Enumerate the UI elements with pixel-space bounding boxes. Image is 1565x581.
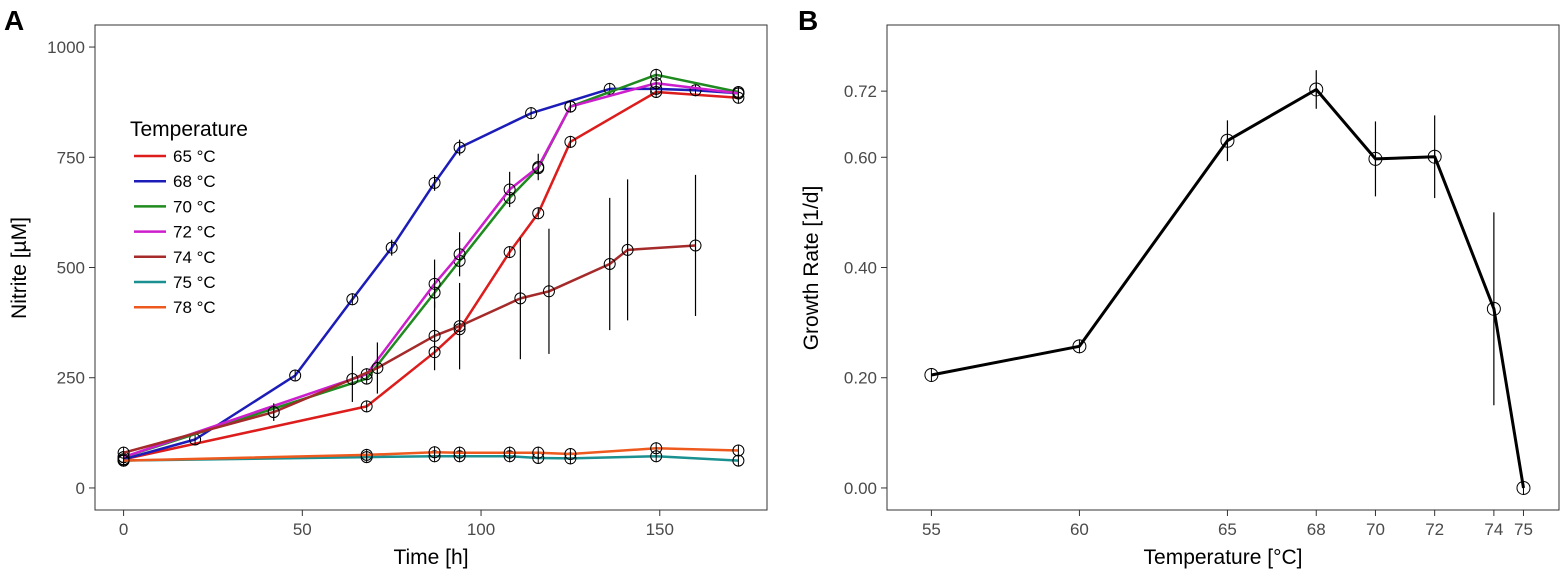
chart-b-x-tick-label: 75 — [1514, 520, 1533, 539]
chart-a-data-point — [503, 446, 516, 459]
chart-a-x-tick-label: 100 — [467, 520, 495, 539]
chart-a-legend-label: 75 °C — [173, 273, 216, 292]
chart-b-plot-frame — [886, 24, 1560, 511]
chart-b-x-tick-label: 65 — [1218, 520, 1237, 539]
chart-a-series-line — [123, 87, 739, 461]
chart-a-data-point — [385, 241, 398, 254]
chart-b-y-tick-label: 0.60 — [844, 148, 877, 167]
chart-a-data-point — [503, 183, 516, 196]
chart-b-data-point — [924, 367, 939, 382]
chart-a-data-point — [532, 446, 545, 459]
chart-a-data-point — [428, 277, 441, 290]
chart-b-x-tick-label: 74 — [1484, 520, 1503, 539]
chart-b-x-tick-label: 55 — [922, 520, 941, 539]
chart-b-data-point — [1072, 339, 1087, 354]
chart-b-series-group — [924, 70, 1531, 495]
chart-b: 0.00 0.20 0.40 0.60 0.72 55 60 65 68 70 72 74 75 Tem… — [800, 24, 1560, 569]
chart-a-series — [117, 68, 745, 467]
chart-a-legend-label: 72 °C — [173, 223, 216, 242]
chart-a-data-point — [542, 285, 555, 298]
chart-a-series-group — [117, 174, 702, 459]
chart-a-data-point — [267, 406, 280, 419]
chart-a-data-point — [453, 141, 466, 154]
chart-a-data-point — [650, 442, 663, 455]
chart-a-y-tick-label: 500 — [57, 259, 85, 278]
chart-a-data-point — [514, 292, 527, 305]
chart-b-data-point — [1486, 301, 1501, 316]
chart-a-data-point — [689, 239, 702, 252]
chart-a-y-tick-label: 750 — [57, 148, 85, 167]
chart-b-x-tick-label: 60 — [1070, 520, 1089, 539]
chart-b-series — [924, 70, 1531, 495]
chart-a-legend-label: 65 °C — [173, 147, 216, 166]
chart-a-plot-frame — [94, 24, 768, 511]
chart-a-data-point — [428, 329, 441, 342]
chart-b-y-axis-title: Growth Rate [1/d] — [800, 186, 823, 351]
chart-b-y-tick-label: 0.00 — [844, 479, 877, 498]
chart-b-y-tick-label: 0.20 — [844, 369, 877, 388]
chart-a-data-point — [371, 362, 384, 375]
chart-a-y-tick-label: 1000 — [47, 38, 85, 57]
chart-b-y-tick-label: 0.72 — [844, 82, 877, 101]
chart-a-series-line — [123, 90, 739, 461]
chart-a-data-point — [428, 176, 441, 189]
chart-b-x-tick-label: 72 — [1425, 520, 1444, 539]
chart-a-y-tick-label: 0 — [76, 479, 85, 498]
chart-a-legend-label: 74 °C — [173, 248, 216, 267]
chart-a: 0 250 500 750 1000 0 50 100 150 Temperature 65 °C… — [8, 24, 768, 569]
chart-a-y-tick-label: 250 — [57, 369, 85, 388]
chart-b-data-point — [1516, 480, 1531, 495]
chart-a-data-point — [732, 87, 745, 100]
chart-a-data-point — [525, 107, 538, 120]
panel-letter-a: A — [4, 5, 24, 36]
chart-a-data-point — [621, 243, 634, 256]
chart-b-y-tick-label: 0.40 — [844, 259, 877, 278]
chart-a-y-axis-title: Nitrite [µM] — [8, 217, 31, 319]
chart-a-data-point — [289, 369, 302, 382]
chart-a-data-point — [503, 246, 516, 259]
chart-a-data-point — [453, 248, 466, 261]
chart-b-x-tick-label: 68 — [1307, 520, 1326, 539]
chart-b-data-point — [1220, 133, 1235, 148]
chart-a-x-tick-label: 0 — [119, 520, 128, 539]
chart-a-data-point — [428, 446, 441, 459]
chart-a-x-tick-label: 150 — [646, 520, 674, 539]
chart-a-legend-label: 68 °C — [173, 172, 216, 191]
panel-letter-b: B — [798, 5, 818, 36]
chart-b-data-point — [1309, 82, 1324, 97]
chart-a-data-point — [532, 207, 545, 220]
chart-b-axes: 0.00 0.20 0.40 0.60 0.72 55 60 65 68 70 72 74 75 — [844, 82, 1533, 539]
chart-a-data-point — [453, 446, 466, 459]
chart-a-data-point — [532, 160, 545, 173]
chart-b-x-axis-title: Temperature [°C] — [1144, 546, 1303, 569]
chart-a-data-point — [346, 373, 359, 386]
chart-a-data-point — [117, 454, 130, 467]
chart-a-legend-label: 70 °C — [173, 197, 216, 216]
chart-a-data-point — [564, 100, 577, 113]
chart-a-data-point — [360, 448, 373, 461]
chart-b-data-point — [1368, 151, 1383, 166]
chart-a-data-point — [603, 257, 616, 270]
chart-a-legend-title: Temperature — [130, 118, 248, 141]
chart-a-data-point — [564, 135, 577, 148]
chart-a-series-line — [123, 447, 739, 462]
chart-a-axes: 0 250 500 750 1000 0 50 100 150 — [47, 38, 674, 539]
chart-b-series-line — [931, 88, 1525, 489]
chart-a-x-axis-title: Time [h] — [393, 546, 468, 569]
chart-a-data-point — [689, 84, 702, 97]
chart-a-legend: Temperature 65 °C 68 °C 70 °C 72 °C 74 °C 75 °… — [130, 118, 248, 317]
chart-a-x-tick-label: 50 — [293, 520, 312, 539]
chart-a-series-group — [117, 442, 745, 467]
chart-a-data-point — [564, 448, 577, 461]
chart-a-legend-label: 78 °C — [173, 298, 216, 317]
chart-b-x-tick-label: 70 — [1366, 520, 1385, 539]
chart-a-data-point — [453, 320, 466, 333]
chart-b-data-point — [1427, 149, 1442, 164]
chart-a-data-point — [650, 77, 663, 90]
chart-a-data-point — [346, 293, 359, 306]
chart-a-data-point — [732, 444, 745, 457]
chart-a-data-point — [360, 400, 373, 413]
